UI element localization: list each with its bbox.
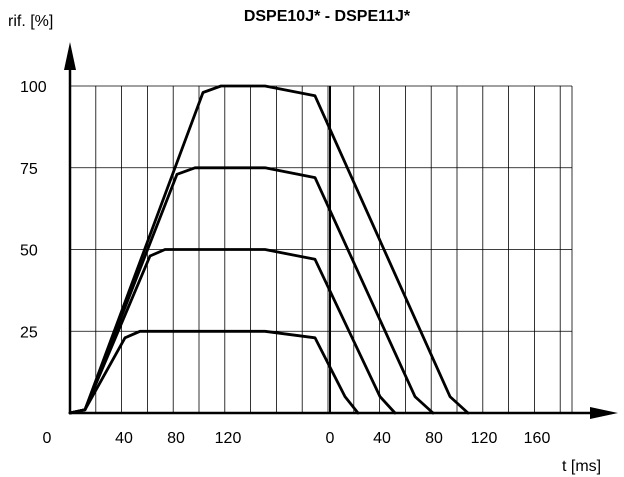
curves — [68, 84, 470, 415]
labels: 25 50 75 100 rif. [%] t [ms] 0 40 80 120 0 40 80 120 1… — [8, 13, 601, 475]
series-line — [68, 329, 360, 415]
series-line — [68, 166, 435, 415]
x-tick-label: 120 — [215, 430, 242, 447]
y-axis-label: rif. [%] — [8, 13, 53, 30]
y-axis-arrow — [64, 42, 76, 70]
axes — [64, 42, 618, 419]
x-axis-arrow — [590, 407, 618, 419]
y-tick-label: 100 — [20, 79, 47, 96]
y-tick-label: 50 — [20, 243, 38, 260]
y-tick-label: 75 — [20, 161, 38, 178]
y-tick-label: 25 — [20, 324, 38, 341]
x-tick-label: 0 — [326, 430, 335, 447]
series-line — [68, 84, 470, 415]
x-axis-label: t [ms] — [562, 458, 601, 475]
x-tick-label: 80 — [425, 430, 443, 447]
x-tick-label: 40 — [373, 430, 391, 447]
x-tick-label: 120 — [471, 430, 498, 447]
chart-title: DSPE10J* - DSPE11J* — [243, 8, 411, 25]
x-tick-label: 160 — [524, 430, 551, 447]
x-tick-label: 80 — [167, 430, 185, 447]
x-tick-label: 0 — [43, 430, 52, 447]
x-tick-label: 40 — [115, 430, 133, 447]
